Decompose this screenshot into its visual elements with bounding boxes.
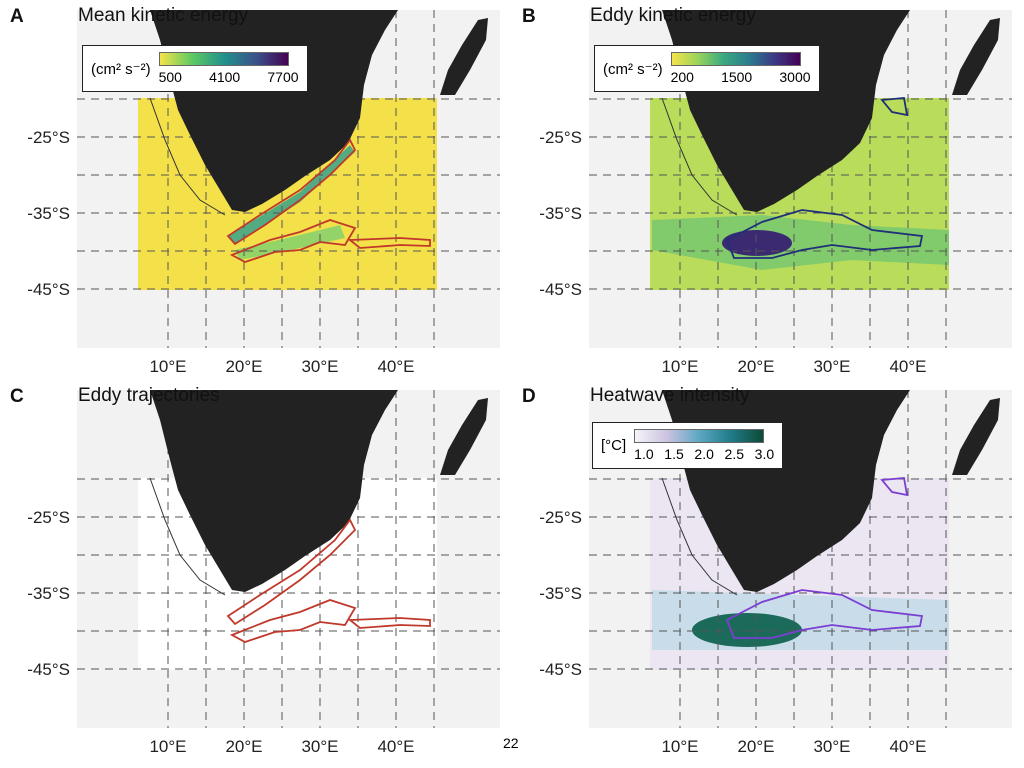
- lat-tick-label: -35°S: [27, 584, 70, 603]
- contour-line: [725, 97, 924, 259]
- colorbar-legend: (cm² s⁻²) 200 1500 3000: [594, 45, 820, 92]
- lon-tick-label: 20°E: [737, 357, 774, 376]
- map-svg: -25°S -35°S -45°S 10°E 20°E 30°E 40°E: [27, 390, 500, 756]
- page-number: 22: [503, 735, 519, 751]
- legend-unit: [°C]: [601, 437, 627, 454]
- colorbar-legend: (cm² s⁻²) 500 4100 7700: [82, 45, 308, 92]
- lon-tick-label: 10°E: [661, 357, 698, 376]
- lon-tick-label: 40°E: [377, 357, 414, 376]
- colorbar-tick: 2.5: [724, 446, 745, 462]
- colorbar-tick: 200: [670, 69, 694, 85]
- lat-tick-label: -35°S: [539, 204, 582, 223]
- lon-tick-label: 30°E: [301, 357, 338, 376]
- contour-line: [226, 138, 431, 263]
- lon-tick-label: 20°E: [737, 737, 774, 756]
- panel-title: Eddy trajectories: [78, 385, 220, 406]
- africa-landmass: [150, 390, 398, 592]
- colorbar-tick: 1.0: [634, 446, 654, 462]
- colorbar-tick: 4100: [209, 69, 241, 85]
- colorbar-tick: 3.0: [754, 446, 775, 462]
- colorbar: [634, 429, 765, 443]
- bathymetry-contour: [661, 97, 738, 216]
- colorbar-tick: 1500: [721, 69, 753, 85]
- lat-tick-label: -35°S: [27, 204, 70, 223]
- panel-letter: B: [522, 6, 536, 27]
- madagascar-landmass: [952, 398, 1000, 475]
- heatwave-region: [652, 590, 949, 650]
- lon-tick-label: 40°E: [889, 737, 926, 756]
- lon-tick-label: 10°E: [149, 737, 186, 756]
- legend-unit: (cm² s⁻²): [603, 60, 663, 78]
- lat-tick-label: -25°S: [539, 508, 582, 527]
- lon-tick-label: 30°E: [813, 357, 850, 376]
- panel-letter: C: [10, 386, 24, 407]
- lat-tick-label: -45°S: [539, 660, 582, 679]
- map-panel-a: -25°S -35°S -45°S 10°E 20°E 30°E 40°E A Mean kin…: [0, 0, 512, 384]
- lon-tick-label: 10°E: [661, 737, 698, 756]
- contour-line: [226, 518, 431, 643]
- lat-tick-label: -25°S: [27, 128, 70, 147]
- lat-tick-label: -45°S: [27, 280, 70, 299]
- colorbar-tick: 7700: [267, 69, 299, 85]
- lon-tick-label: 30°E: [301, 737, 338, 756]
- high-energy-region: [228, 145, 355, 244]
- madagascar-landmass: [440, 398, 488, 475]
- eddy-region: [652, 215, 949, 270]
- bathymetry-contour: [149, 477, 226, 596]
- panel-title: Eddy kinetic energy: [590, 5, 756, 26]
- map-panel-d: -25°S -35°S -45°S 10°E 20°E 30°E 40°E D Heatwave…: [512, 380, 1024, 764]
- madagascar-landmass: [952, 18, 1000, 95]
- lon-tick-label: 20°E: [225, 737, 262, 756]
- lat-tick-label: -25°S: [27, 508, 70, 527]
- lon-tick-label: 40°E: [889, 357, 926, 376]
- lat-tick-label: -35°S: [539, 584, 582, 603]
- lon-tick-label: 30°E: [813, 737, 850, 756]
- contour-line: [725, 477, 924, 639]
- bathymetry-contour: [661, 477, 738, 596]
- colorbar: [670, 52, 801, 66]
- legend-unit: (cm² s⁻²): [91, 60, 151, 78]
- madagascar-landmass: [440, 18, 488, 95]
- lat-tick-label: -45°S: [27, 660, 70, 679]
- colorbar-tick: 500: [158, 69, 182, 85]
- map-panel-b: -25°S -35°S -45°S 10°E 20°E 30°E 40°E B Eddy kin…: [512, 0, 1024, 384]
- map-panel-c: -25°S -35°S -45°S 10°E 20°E 30°E 40°E C Eddy tra…: [0, 380, 512, 764]
- lon-tick-label: 20°E: [225, 357, 262, 376]
- lon-tick-label: 40°E: [377, 737, 414, 756]
- peak-intensity: [692, 613, 802, 647]
- lon-tick-label: 10°E: [149, 357, 186, 376]
- panel-letter: A: [10, 6, 24, 27]
- colorbar-tick: 3000: [779, 69, 811, 85]
- lat-tick-label: -45°S: [539, 280, 582, 299]
- bathymetry-contour: [149, 97, 226, 216]
- colorbar: [158, 52, 289, 66]
- peak-eke: [722, 230, 792, 256]
- colorbar-tick: 1.5: [664, 446, 684, 462]
- panel-title: Heatwave intensity: [590, 385, 750, 406]
- colorbar-legend: [°C] 1.0 1.5 2.0 2.5 3.0: [592, 422, 784, 469]
- panel-letter: D: [522, 386, 536, 407]
- lat-tick-label: -25°S: [539, 128, 582, 147]
- colorbar-tick: 2.0: [694, 446, 714, 462]
- panel-title: Mean kinetic energy: [78, 5, 249, 26]
